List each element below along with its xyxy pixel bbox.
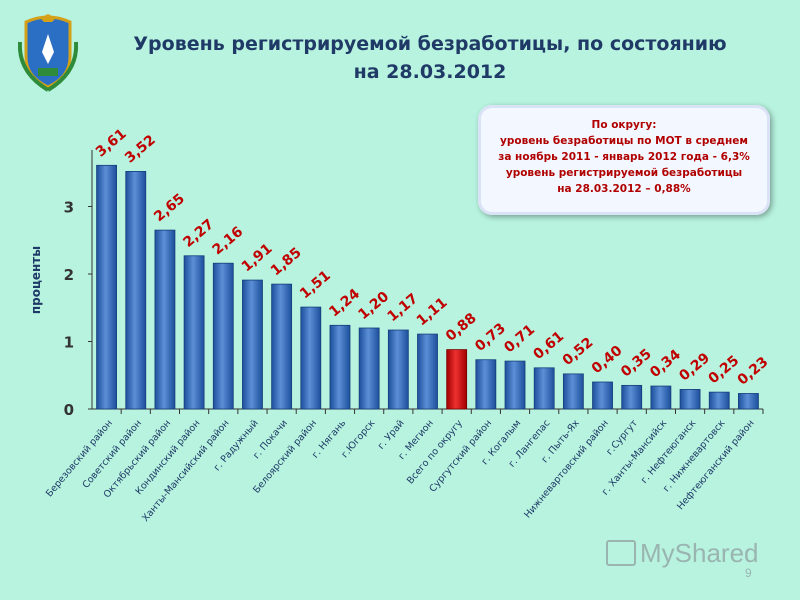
bar (417, 333, 438, 410)
chart-title-line-2: на 28.03.2012 (353, 61, 507, 83)
data-label: 0,35 (618, 346, 655, 380)
data-label: 0,29 (676, 350, 713, 384)
bar (242, 279, 263, 410)
data-label: 0,73 (472, 320, 509, 354)
bar (387, 329, 409, 410)
bar (562, 373, 584, 410)
data-label: 0,25 (706, 353, 743, 387)
callout-line: По округу: (591, 119, 657, 131)
data-label: 0,23 (735, 354, 772, 388)
bar (358, 327, 380, 410)
y-tick-label: 1 (64, 334, 74, 352)
data-label: 1,11 (414, 295, 451, 329)
chart-title: Уровень регистрируемой безработицы, по с… (120, 30, 740, 86)
bar (329, 324, 351, 410)
coat-of-arms-emblem (18, 14, 78, 92)
data-label: 2,65 (151, 191, 188, 225)
bar (125, 170, 147, 410)
chart-title-line-1: Уровень регистрируемой безработицы, по с… (133, 33, 727, 55)
bar (475, 359, 497, 410)
callout-line: на 28.03.2012 – 0,88% (557, 183, 691, 195)
district-summary-callout: По округу: уровень безработицы по МОТ в … (478, 105, 770, 215)
watermark-text: MyShared (640, 538, 759, 568)
bar (738, 393, 759, 410)
bar (533, 367, 555, 410)
data-label: 1,85 (268, 245, 305, 279)
bar (504, 360, 526, 410)
callout-line: уровень регистрируемой безработицы (505, 167, 743, 179)
bar (708, 391, 730, 410)
data-label: 1,51 (297, 268, 334, 302)
callout-line: за ноябрь 2011 - январь 2012 года - 6,3% (498, 151, 750, 163)
y-tick-label: 3 (64, 199, 74, 217)
y-axis-label: проценты (29, 246, 43, 314)
bar-highlight (446, 349, 468, 410)
data-label: 0,88 (443, 310, 480, 344)
data-label: 1,20 (355, 288, 392, 323)
bar (621, 384, 643, 410)
y-tick-label: 2 (64, 266, 74, 284)
presentation-icon (606, 540, 636, 566)
bar (183, 255, 205, 410)
bar (300, 306, 322, 410)
bar (212, 262, 234, 410)
bar (271, 283, 293, 410)
bar (96, 164, 117, 410)
page-number: 9 (745, 566, 752, 580)
bar (592, 381, 613, 410)
bar (650, 385, 672, 410)
y-tick-label: 0 (64, 401, 74, 419)
callout-line: уровень безработицы по МОТ в среднем (500, 135, 748, 147)
bar (154, 229, 176, 410)
bar (679, 389, 701, 410)
watermark: MyShared (604, 534, 774, 574)
data-label: 1,24 (326, 286, 363, 321)
